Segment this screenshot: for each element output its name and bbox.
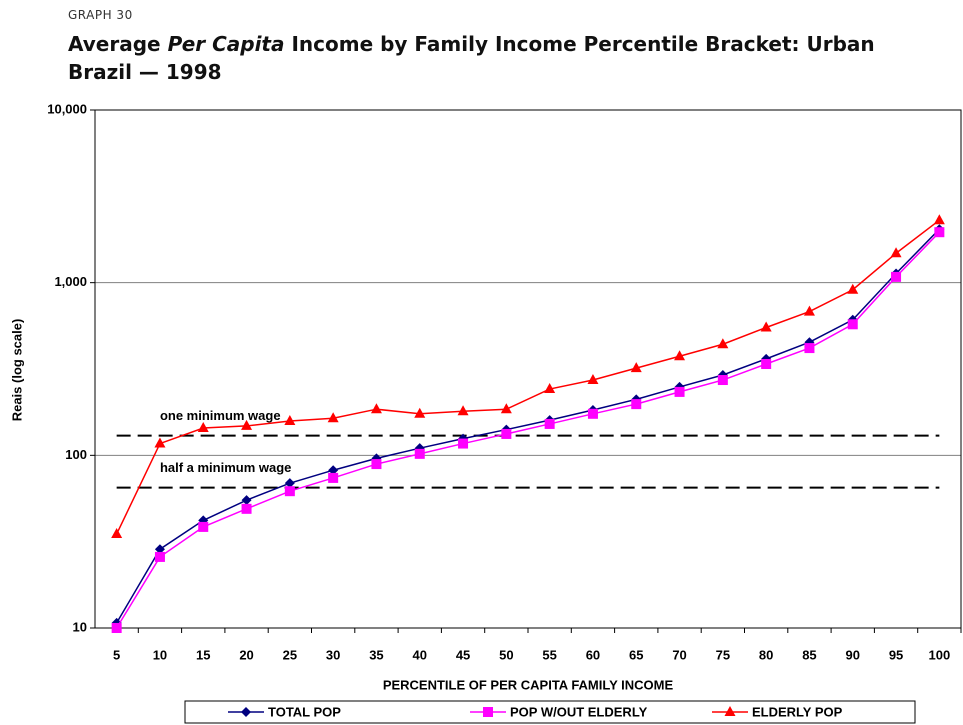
marker — [197, 421, 209, 432]
x-tick-label: 100 — [928, 647, 950, 662]
x-tick-label: 5 — [113, 647, 120, 662]
legend-box — [184, 700, 916, 724]
legend-label: POP W/OUT ELDERLY — [510, 704, 648, 719]
marker — [111, 528, 123, 539]
x-tick-label: 85 — [802, 647, 816, 662]
marker — [414, 407, 426, 418]
marker — [891, 271, 902, 282]
marker — [241, 503, 252, 514]
series-line — [116, 231, 940, 629]
marker — [241, 707, 251, 717]
marker — [414, 448, 425, 459]
x-axis-title: PERCENTILE OF PER CAPITA FAMILY INCOME — [383, 677, 674, 692]
marker — [327, 412, 339, 423]
marker — [717, 338, 729, 349]
marker — [724, 706, 736, 716]
y-tick-label: 10,000 — [47, 101, 87, 116]
marker — [370, 403, 382, 414]
x-tick-label: 75 — [716, 647, 730, 662]
y-tick-label: 1,000 — [54, 274, 87, 289]
x-tick-label: 70 — [672, 647, 686, 662]
y-axis-title: Reais (log scale) — [9, 319, 24, 422]
marker — [674, 350, 686, 361]
marker — [458, 438, 469, 449]
marker — [457, 405, 469, 416]
x-tick-label: 45 — [456, 647, 470, 662]
marker — [847, 283, 859, 294]
marker — [631, 399, 642, 410]
marker — [803, 305, 815, 316]
marker — [154, 437, 166, 448]
x-tick-label: 30 — [326, 647, 340, 662]
marker — [284, 478, 295, 489]
marker — [630, 362, 642, 373]
marker — [500, 403, 512, 414]
marker — [198, 521, 209, 532]
x-tick-label: 40 — [413, 647, 427, 662]
graph-number: GRAPH 30 — [68, 8, 133, 22]
plot-frame — [94, 109, 962, 629]
marker — [284, 415, 296, 426]
x-tick-label: 90 — [846, 647, 860, 662]
x-tick-label: 95 — [889, 647, 903, 662]
marker — [847, 319, 858, 330]
title-part: Per Capita — [167, 32, 285, 56]
marker — [154, 551, 165, 562]
x-tick-label: 55 — [542, 647, 556, 662]
series-line — [116, 228, 940, 624]
marker — [804, 343, 815, 354]
marker — [934, 227, 945, 238]
x-tick-label: 65 — [629, 647, 643, 662]
legend-label: ELDERLY POP — [752, 704, 843, 719]
x-tick-label: 10 — [153, 647, 167, 662]
marker — [587, 408, 598, 419]
x-tick-label: 80 — [759, 647, 773, 662]
marker — [328, 465, 339, 476]
y-tick-label: 100 — [65, 447, 87, 462]
chart-title: Average Per Capita Income by Family Inco… — [68, 30, 888, 86]
marker — [761, 359, 772, 370]
marker — [760, 321, 772, 332]
marker — [111, 623, 122, 633]
reference-label: one minimum wage — [160, 408, 281, 423]
marker — [483, 707, 493, 717]
marker — [328, 472, 339, 483]
series-line — [115, 219, 940, 535]
x-tick-label: 60 — [586, 647, 600, 662]
marker — [371, 459, 382, 470]
x-tick-label: 15 — [196, 647, 210, 662]
marker — [241, 495, 252, 506]
y-tick-label: 10 — [73, 619, 87, 634]
x-tick-label: 20 — [239, 647, 253, 662]
marker — [544, 418, 555, 429]
legend-label: TOTAL POP — [268, 704, 341, 719]
marker — [154, 544, 165, 555]
title-part: Income by Family Income Percentile Brack… — [68, 32, 875, 84]
x-tick-label: 25 — [283, 647, 297, 662]
x-tick-label: 50 — [499, 647, 513, 662]
title-part: Average — [68, 32, 161, 56]
marker — [933, 214, 945, 225]
marker — [674, 386, 685, 397]
marker — [544, 383, 556, 394]
marker — [717, 375, 728, 386]
reference-label: half a minimum wage — [160, 460, 291, 475]
marker — [241, 419, 253, 430]
marker — [587, 374, 599, 385]
marker — [284, 486, 295, 497]
marker — [890, 247, 902, 258]
marker — [501, 428, 512, 439]
x-tick-label: 35 — [369, 647, 383, 662]
